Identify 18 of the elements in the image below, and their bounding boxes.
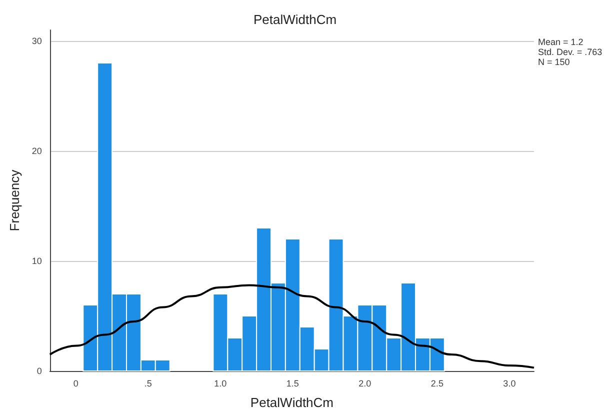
x-tick-label: 2.0 xyxy=(358,378,372,388)
line-series xyxy=(48,284,535,369)
y-tick-label: 20 xyxy=(32,146,42,156)
x-tick-label: 0 xyxy=(73,378,78,388)
text: N = 150 xyxy=(538,57,570,67)
text: Mean = 1.2 xyxy=(538,37,584,47)
x-tick-label: 1.0 xyxy=(214,378,227,388)
y-tick-label: 10 xyxy=(32,256,42,266)
x-tick-label: 1.5 xyxy=(286,378,299,388)
x-axis-title: PetalWidthCm xyxy=(250,395,334,410)
text: Std. Dev. = .763 xyxy=(538,47,602,57)
y-tick-label: 0 xyxy=(36,366,42,376)
x-tick-label: .5 xyxy=(144,378,152,388)
y-tick-label: 30 xyxy=(32,36,42,46)
y-axis-title: Frequency xyxy=(7,169,22,232)
x-tick-label: 2.5 xyxy=(430,378,444,388)
x-tick-label: 3.0 xyxy=(503,378,516,388)
chart-title: PetalWidthCm xyxy=(253,12,337,27)
